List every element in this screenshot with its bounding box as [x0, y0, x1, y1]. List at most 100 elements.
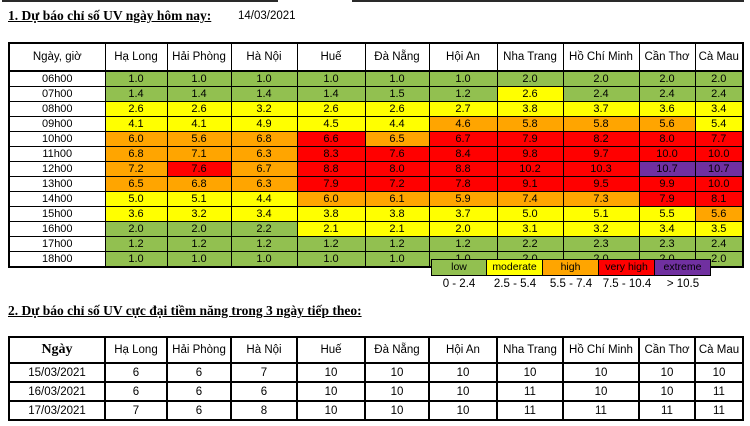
- uv-value-cell: 10.0: [694, 146, 744, 162]
- uv-value-cell: 9.7: [562, 146, 640, 162]
- uv-value-cell: 5.0: [496, 206, 564, 222]
- uv-value-cell: 10.2: [496, 161, 564, 177]
- uv-value-cell: 3.7: [428, 206, 498, 222]
- uv-hour-row: 07h00 1.4 1.4 1.4 1.4 1.5 1.2 2.6 2.4 2.4 2.4: [8, 86, 744, 102]
- legend-item: very high 7.5 - 10.4: [598, 259, 655, 290]
- legend-color-box: extreme: [654, 259, 711, 276]
- uv-value-cell: 6.1: [364, 191, 430, 207]
- uv-value-cell: 5.0: [104, 191, 168, 207]
- uv-max-value-cell: 10: [638, 381, 696, 402]
- uv-max-day-row: 17/03/2021 7 6 8 10 10 10 11 11 11 11: [8, 400, 744, 421]
- uv-value-cell: 2.1: [364, 221, 430, 237]
- table1-col-header-6: Hội An: [428, 42, 498, 72]
- uv-max-value-cell: 10: [296, 400, 366, 421]
- uv-value-cell: 6.7: [230, 161, 298, 177]
- legend-range-label: 7.5 - 10.4: [602, 278, 652, 290]
- uv-value-cell: 2.0: [428, 221, 498, 237]
- date-cell: 15/03/2021: [8, 362, 106, 383]
- uv-value-cell: 5.8: [496, 116, 564, 132]
- table2-col-header-10: Cà Mau: [694, 336, 744, 364]
- hour-label-cell: 13h00: [8, 176, 106, 192]
- uv-hour-row: 13h00 6.5 6.8 6.3 7.9 7.2 7.8 9.1 9.5 9.9 10.0: [8, 176, 744, 192]
- uv-value-cell: 6.7: [428, 131, 498, 147]
- uv-value-cell: 4.1: [166, 116, 232, 132]
- uv-max-value-cell: 6: [104, 381, 168, 402]
- uv-value-cell: 8.8: [428, 161, 498, 177]
- table1-col-header-9: Cần Thơ: [638, 42, 696, 72]
- uv-value-cell: 9.9: [638, 176, 696, 192]
- uv-value-cell: 1.2: [428, 236, 498, 252]
- uv-value-cell: 2.0: [562, 70, 640, 87]
- uv-value-cell: 3.8: [496, 101, 564, 117]
- uv-value-cell: 7.2: [104, 161, 168, 177]
- uv-value-cell: 7.7: [694, 131, 744, 147]
- legend-range-label: 5.5 - 7.4: [549, 278, 593, 290]
- hour-label-cell: 09h00: [8, 116, 106, 132]
- uv-value-cell: 6.8: [104, 146, 168, 162]
- hour-label-cell: 18h00: [8, 251, 106, 268]
- uv-value-cell: 6.5: [364, 131, 430, 147]
- uv-value-cell: 3.1: [496, 221, 564, 237]
- uv-value-cell: 1.2: [364, 236, 430, 252]
- legend-color-box: moderate: [486, 259, 543, 276]
- uv-hourly-forecast-table: Ngày, giờ Hạ Long Hải Phòng Hà Nội Huế Đà Nẵn…: [8, 42, 744, 268]
- uv-max-value-cell: 10: [694, 362, 744, 383]
- uv-value-cell: 2.6: [296, 101, 366, 117]
- uv-value-cell: 9.1: [496, 176, 564, 192]
- uv-value-cell: 1.0: [230, 70, 298, 87]
- uv-value-cell: 6.0: [104, 131, 168, 147]
- section1-title: 1. Dự báo chỉ số UV ngày hôm nay:: [8, 8, 212, 23]
- uv-max-value-cell: 11: [562, 400, 640, 421]
- uv-value-cell: 2.0: [166, 221, 232, 237]
- uv-value-cell: 1.2: [296, 236, 366, 252]
- uv-max-value-cell: 11: [496, 381, 564, 402]
- uv-value-cell: 10.7: [638, 161, 696, 177]
- table2-col-header-2: Hải Phòng: [166, 336, 232, 364]
- uv-value-cell: 2.1: [296, 221, 366, 237]
- uv-value-cell: 4.4: [364, 116, 430, 132]
- legend-color-box: very high: [598, 259, 655, 276]
- uv-max-value-cell: 6: [104, 362, 168, 383]
- uv-value-cell: 2.4: [694, 236, 744, 252]
- uv-value-cell: 3.4: [694, 101, 744, 117]
- uv-value-cell: 1.0: [296, 251, 366, 268]
- table1-col-header-8: Hồ Chí Minh: [562, 42, 640, 72]
- uv-value-cell: 8.0: [638, 131, 696, 147]
- uv-value-cell: 2.6: [496, 86, 564, 102]
- hour-label-cell: 06h00: [8, 70, 106, 87]
- uv-max-value-cell: 6: [166, 400, 232, 421]
- uv-value-cell: 7.9: [638, 191, 696, 207]
- legend-range-label: > 10.5: [666, 278, 700, 290]
- legend-range-label: 0 - 2.4: [442, 278, 476, 290]
- uv-value-cell: 3.2: [166, 206, 232, 222]
- uv-max-value-cell: 7: [230, 362, 298, 383]
- uv-value-cell: 2.3: [562, 236, 640, 252]
- uv-value-cell: 1.0: [104, 70, 168, 87]
- uv-max-value-cell: 6: [230, 381, 298, 402]
- legend-boxes-row: low 0 - 2.4 moderate 2.5 - 5.4 high 5.5 - 7.4…: [431, 259, 711, 290]
- legend-color-box: low: [431, 259, 487, 276]
- uv-value-cell: 2.7: [428, 101, 498, 117]
- uv-value-cell: 4.1: [104, 116, 168, 132]
- uv-max-value-cell: 10: [364, 362, 430, 383]
- uv-value-cell: 1.4: [104, 86, 168, 102]
- uv-value-cell: 8.2: [562, 131, 640, 147]
- uv-value-cell: 3.2: [562, 221, 640, 237]
- uv-value-cell: 1.4: [296, 86, 366, 102]
- uv-value-cell: 1.0: [428, 70, 498, 87]
- uv-max-value-cell: 10: [562, 362, 640, 383]
- hour-label-cell: 12h00: [8, 161, 106, 177]
- top-border-line-left: [2, 0, 278, 2]
- uv-value-cell: 7.6: [364, 146, 430, 162]
- uv-max-value-cell: 8: [230, 400, 298, 421]
- uv-value-cell: 7.9: [496, 131, 564, 147]
- uv-hour-row: 10h00 6.0 5.6 6.8 6.6 6.5 6.7 7.9 8.2 8.0 7.7: [8, 131, 744, 147]
- table2-col-header-5: Đà Nẵng: [364, 336, 430, 364]
- uv-hour-row: 06h00 1.0 1.0 1.0 1.0 1.0 1.0 2.0 2.0 2.0 2.0: [8, 70, 744, 87]
- uv-value-cell: 2.4: [694, 86, 744, 102]
- uv-value-cell: 5.9: [428, 191, 498, 207]
- uv-value-cell: 5.5: [638, 206, 696, 222]
- uv-hour-row: 12h00 7.2 7.6 6.7 8.8 8.0 8.8 10.2 10.3 10.7 10.7: [8, 161, 744, 177]
- uv-value-cell: 1.0: [296, 70, 366, 87]
- hour-label-cell: 10h00: [8, 131, 106, 147]
